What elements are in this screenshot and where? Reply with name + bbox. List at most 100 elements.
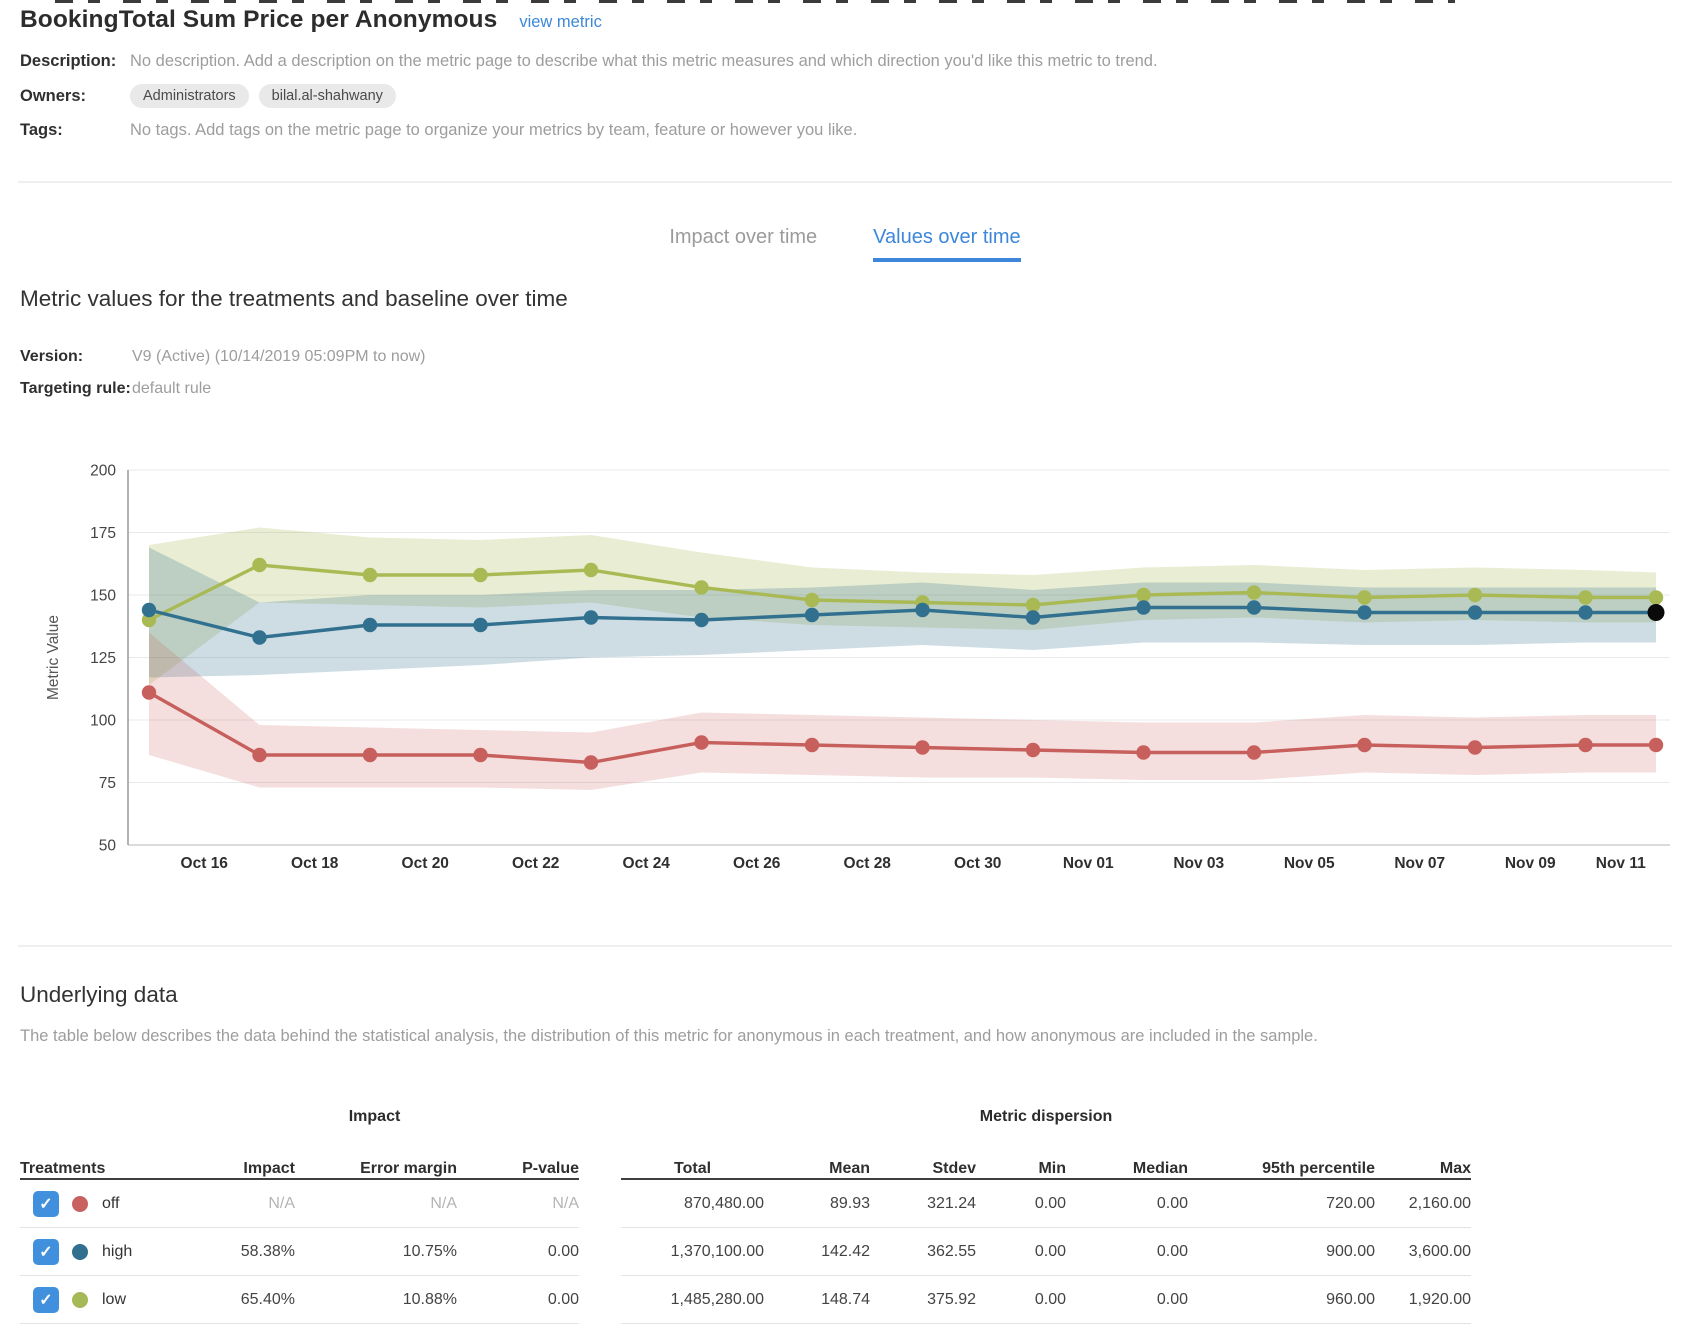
cell-error-margin: 10.75% [295, 1227, 457, 1276]
data-point-low[interactable] [1136, 587, 1151, 603]
data-point-off[interactable] [915, 740, 930, 755]
data-point-low[interactable] [694, 580, 709, 595]
data-point-low[interactable] [1648, 590, 1664, 605]
data-point-off[interactable] [362, 747, 378, 763]
cropped-text-top-edge [55, 0, 1455, 3]
underlying-data-table: Impact Metric dispersion Treatments Impa… [20, 1100, 1472, 1324]
data-point-off[interactable] [141, 685, 157, 700]
data-point-low[interactable] [1246, 585, 1262, 600]
x-axis-tick: Nov 01 [1063, 855, 1114, 872]
owners-label: Owners: [20, 86, 87, 105]
data-point-high[interactable] [141, 602, 157, 618]
view-metric-link[interactable]: view metric [519, 13, 602, 31]
data-point-off[interactable] [804, 737, 820, 753]
data-point-off[interactable] [1357, 737, 1372, 753]
x-axis-tick: Nov 09 [1505, 855, 1556, 872]
version-value: V9 (Active) (10/14/2019 05:09PM to now) [132, 348, 426, 365]
cell-stdev: 362.55 [870, 1227, 977, 1276]
treatment-label-off: off [102, 1194, 120, 1212]
page-title: BookingTotal Sum Price per Anonymous [20, 6, 498, 33]
data-point-high[interactable] [252, 630, 267, 645]
data-point-high[interactable] [1246, 600, 1262, 615]
x-axis-tick: Oct 20 [402, 855, 449, 872]
data-point-off[interactable] [1246, 745, 1262, 760]
data-point-off[interactable] [583, 755, 599, 770]
values-over-time-chart[interactable]: 50 75 100 125 150 175 200 Metric Value Oct 16 Oct… [0, 420, 1690, 880]
description-text: No description. Add a description on the… [130, 52, 1158, 70]
col-min: Min [976, 1126, 1067, 1180]
header: BookingTotal Sum Price per Anonymous vie… [20, 6, 602, 34]
data-point-high[interactable] [804, 607, 820, 623]
checkbox-high[interactable]: ✓ [33, 1238, 59, 1265]
data-point-low[interactable] [1467, 587, 1483, 603]
data-point-high[interactable] [915, 602, 930, 618]
cell-95th-percentile: 720.00 [1188, 1179, 1376, 1228]
targeting-rule-value: default rule [132, 380, 212, 397]
data-point-low[interactable] [1357, 590, 1372, 605]
data-point-high[interactable] [1025, 610, 1041, 625]
owner-chip[interactable]: Administrators [130, 84, 249, 108]
data-point-low[interactable] [252, 557, 267, 573]
dispersion-group-header: Metric dispersion [979, 1108, 1113, 1125]
col-impact: Impact [170, 1126, 295, 1180]
tab-impact-over-time[interactable]: Impact over time [669, 226, 818, 248]
tags-row: Tags: No tags. Add tags on the metric pa… [20, 121, 857, 140]
description-row: Description: No description. Add a descr… [20, 52, 1158, 71]
description-label: Description: [20, 52, 117, 70]
x-axis-tick: Nov 03 [1173, 855, 1224, 872]
data-point-off[interactable] [473, 747, 488, 763]
cell-total: 870,480.00 [621, 1179, 765, 1228]
data-point-high[interactable] [1467, 605, 1483, 620]
cell-impact: N/A [170, 1179, 295, 1228]
checkbox-off[interactable]: ✓ [33, 1190, 59, 1217]
x-axis-tick: Oct 26 [733, 855, 781, 872]
data-point-low[interactable] [473, 567, 488, 583]
series-color-dot-low [72, 1291, 88, 1308]
cell-95th-percentile: 960.00 [1188, 1275, 1376, 1324]
data-point-high[interactable] [694, 612, 709, 628]
x-axis-tick: Oct 16 [181, 855, 229, 872]
highlighted-last-point-high[interactable] [1647, 604, 1665, 621]
data-point-low[interactable] [1578, 590, 1593, 605]
cell-mean: 148.74 [764, 1275, 871, 1324]
data-point-off[interactable] [1467, 740, 1483, 755]
data-point-low[interactable] [362, 567, 378, 583]
tab-values-over-time[interactable]: Values over time [873, 226, 1021, 262]
owner-chips: Administrators bilal.al-shahwany [130, 84, 396, 108]
cell-total: 1,485,280.00 [621, 1275, 765, 1324]
data-point-low[interactable] [141, 612, 157, 628]
checkbox-low[interactable]: ✓ [33, 1286, 59, 1313]
y-axis-tick: 100 [90, 713, 116, 730]
data-point-high[interactable] [1357, 605, 1372, 620]
data-point-high[interactable] [473, 617, 488, 633]
y-axis-tick: 75 [99, 775, 116, 792]
divider [18, 945, 1672, 947]
cell-min: 0.00 [976, 1227, 1067, 1276]
treatments-header: Treatments [20, 1126, 170, 1180]
data-point-high[interactable] [362, 617, 378, 633]
series-color-dot-off [72, 1195, 88, 1212]
col-mean: Mean [764, 1126, 871, 1180]
cell-error-margin: N/A [295, 1179, 457, 1228]
data-point-off[interactable] [252, 747, 267, 763]
data-point-off[interactable] [1578, 737, 1593, 753]
cell-error-margin: 10.88% [295, 1275, 457, 1324]
data-point-off[interactable] [1136, 745, 1151, 760]
cell-impact: 65.40% [170, 1275, 295, 1324]
owner-chip[interactable]: bilal.al-shahwany [258, 84, 396, 108]
cell-max: 1,920.00 [1375, 1275, 1472, 1324]
data-point-off[interactable] [1648, 737, 1664, 753]
data-point-low[interactable] [804, 592, 820, 608]
data-point-low[interactable] [583, 562, 599, 578]
x-axis-tick: Nov 05 [1284, 855, 1335, 872]
data-point-high[interactable] [1578, 605, 1593, 620]
y-axis-tick: 125 [90, 650, 116, 667]
cell-median: 0.00 [1066, 1227, 1189, 1276]
data-point-off[interactable] [1025, 742, 1041, 758]
data-point-high[interactable] [1136, 600, 1151, 615]
confidence-band-low [149, 527, 1656, 685]
data-point-low[interactable] [1025, 597, 1041, 613]
data-point-high[interactable] [583, 610, 599, 625]
values-section-heading: Metric values for the treatments and bas… [20, 286, 568, 311]
data-point-off[interactable] [694, 735, 709, 750]
